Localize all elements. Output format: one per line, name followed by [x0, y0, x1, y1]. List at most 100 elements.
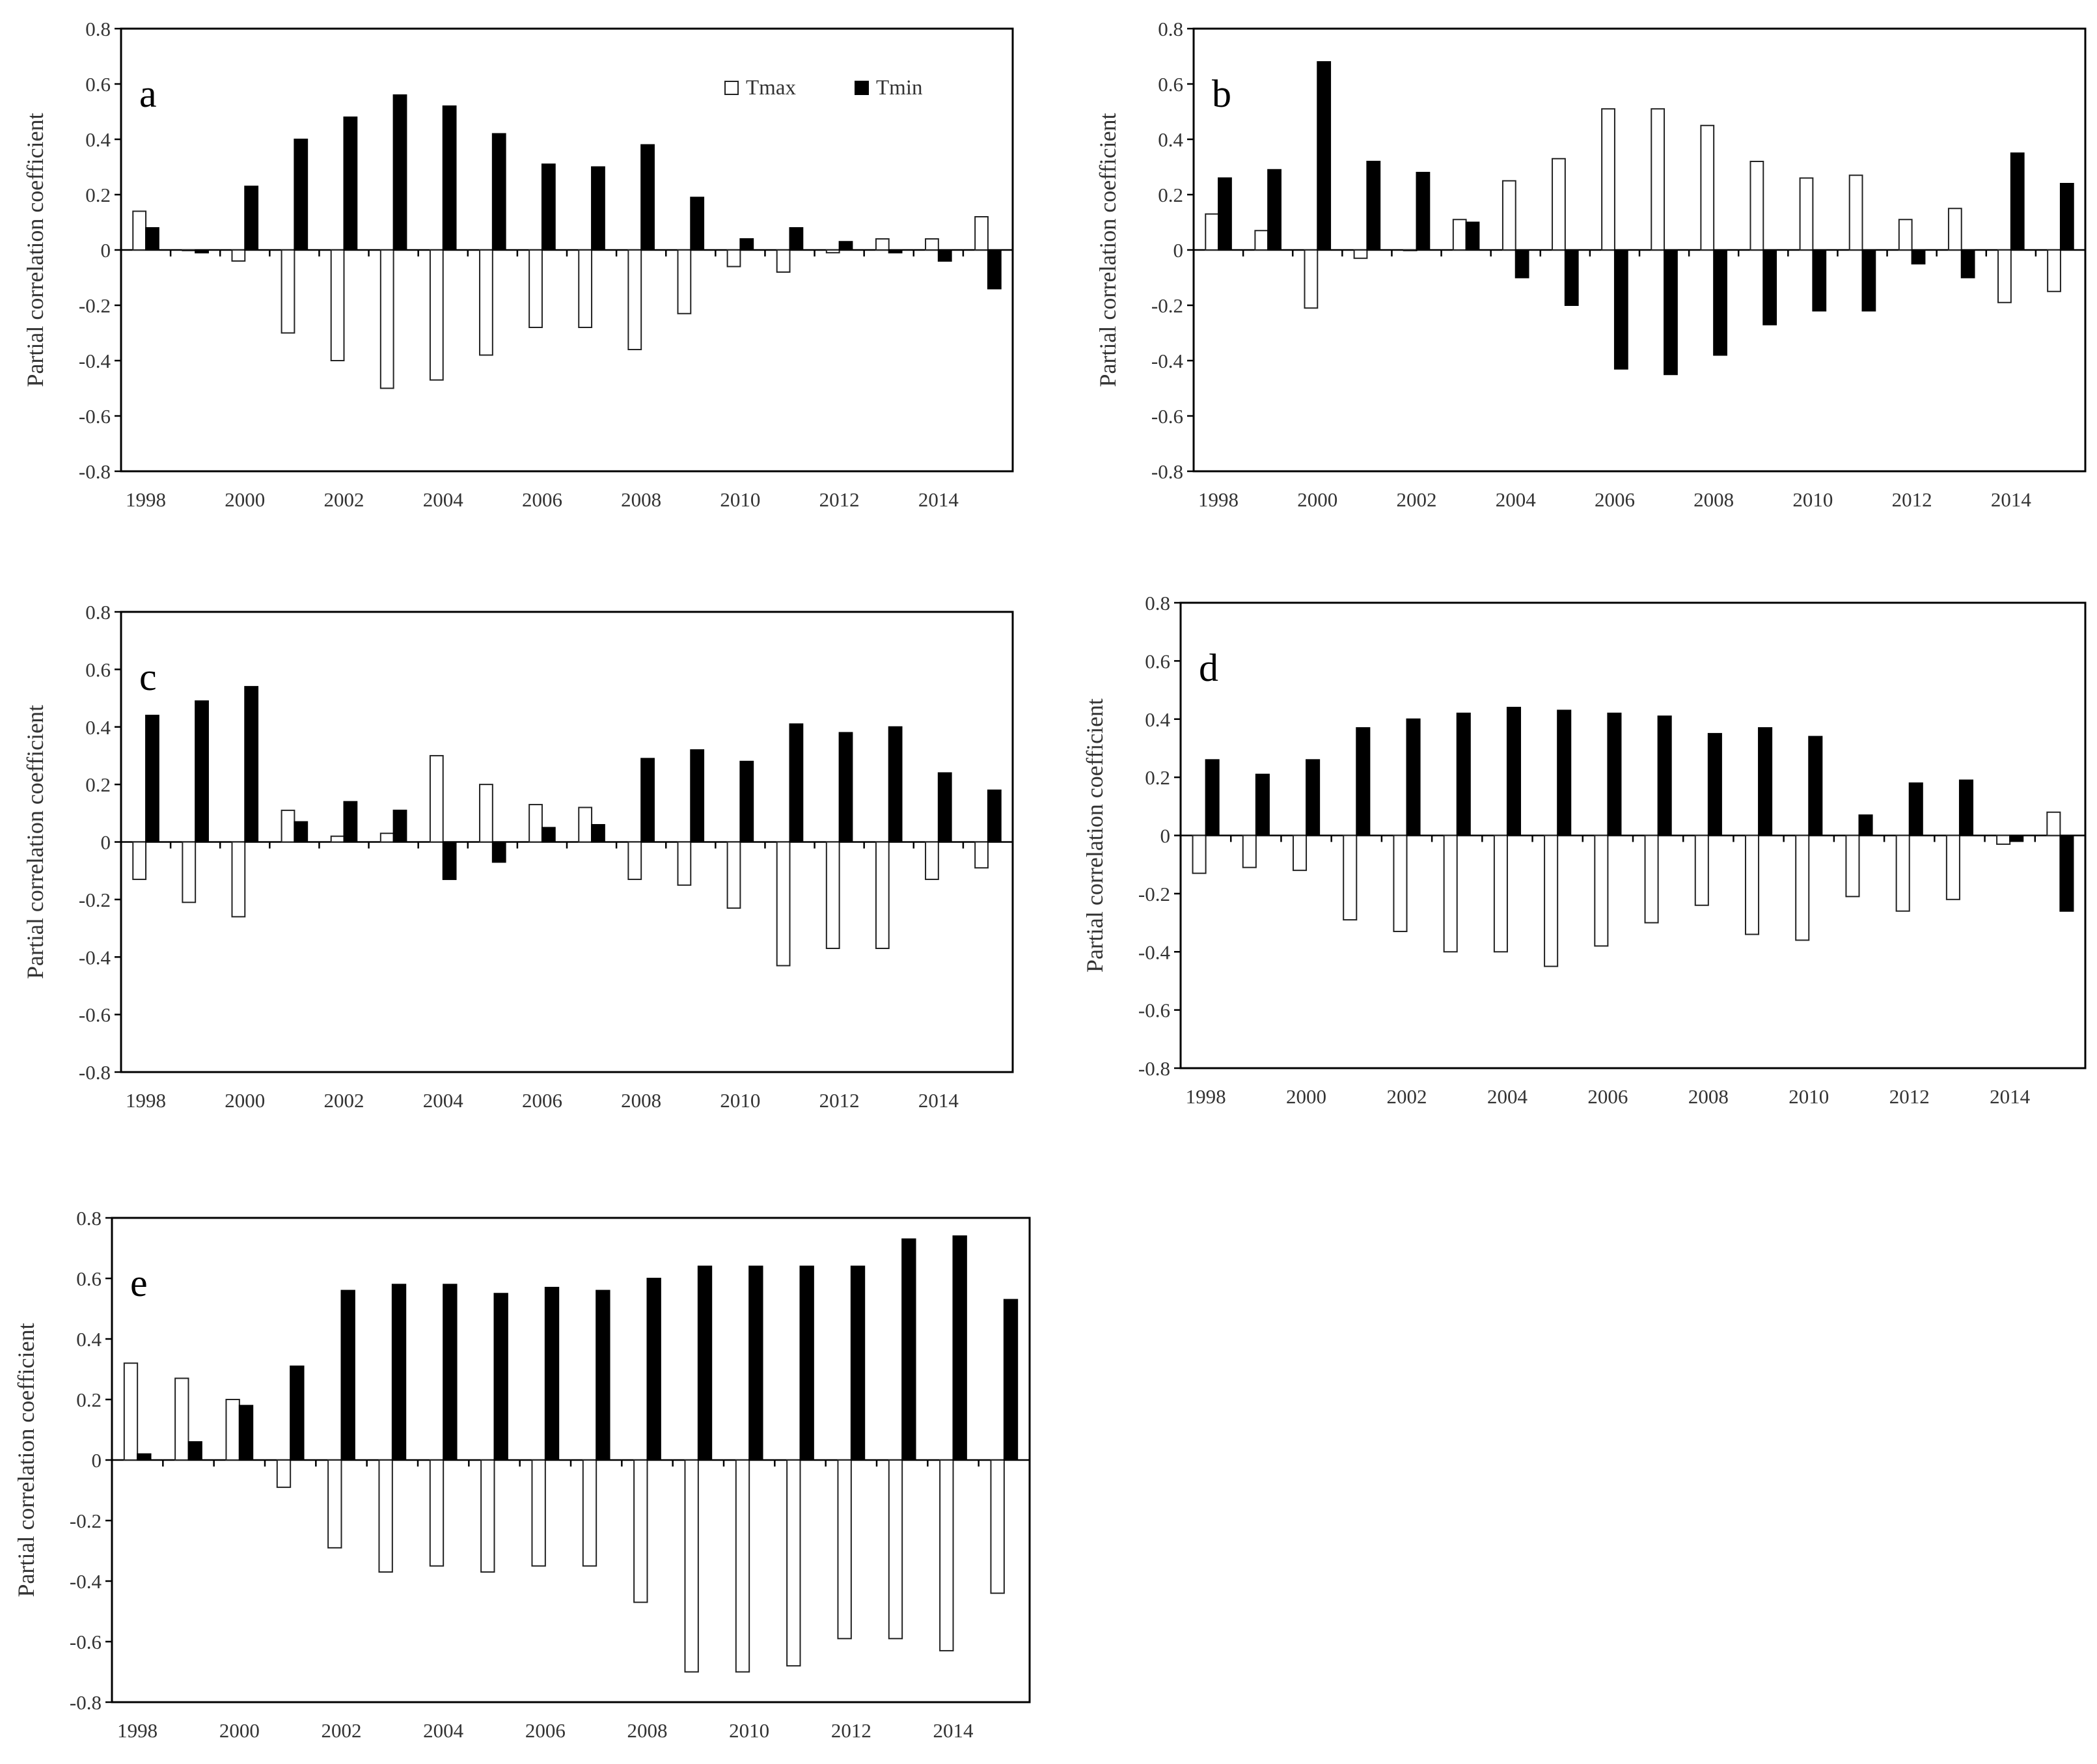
bar-tmax-2009 [1749, 161, 1764, 251]
bar-tmax-2012 [1898, 219, 1913, 251]
x-tick-label: 2010 [720, 1089, 760, 1112]
bar-tmin-2013 [1960, 249, 1975, 279]
y-axis-label: Partial correlation coefficient [22, 113, 48, 387]
bar-tmin-2014 [937, 772, 952, 843]
bar-tmin-2003 [391, 1284, 407, 1461]
bar-tmin-2002 [340, 1289, 355, 1461]
x-tick-label: 2006 [522, 488, 562, 511]
y-tick-label: 0.6 [85, 658, 111, 681]
x-tick-label: 2010 [1789, 1085, 1829, 1108]
bar-tmax-2006 [1594, 834, 1609, 947]
bar-tmin-2008 [646, 1278, 661, 1461]
bar-tmin-1998 [145, 227, 159, 251]
x-tick-label: 2008 [621, 488, 661, 511]
bar-tmin-2001 [1356, 727, 1371, 836]
bar-tmin-2001 [294, 139, 308, 251]
bar-tmax-2002 [1403, 249, 1418, 251]
x-tick-label: 2014 [933, 1719, 974, 1742]
bar-tmax-2006 [528, 804, 543, 843]
x-tick-label: 2002 [324, 1089, 364, 1112]
x-tick-label: 2010 [729, 1719, 769, 1742]
x-tick-label: 2000 [1297, 488, 1337, 511]
bar-tmax-2010 [1799, 177, 1814, 251]
y-tick-label: 0 [1173, 239, 1184, 262]
bar-tmin-2000 [244, 186, 259, 251]
x-tick-label: 2002 [324, 488, 364, 511]
x-tick-label: 1998 [1198, 488, 1239, 511]
bar-tmin-2009 [690, 197, 705, 251]
bar-tmax-2000 [231, 249, 246, 262]
bar-tmax-2000 [225, 1399, 240, 1461]
bar-tmax-2002 [330, 249, 345, 361]
bar-tmin-2007 [591, 823, 605, 843]
y-tick-label: -0.4 [1151, 350, 1184, 372]
bar-tmax-2001 [281, 249, 295, 334]
y-tick-label: 0 [92, 1449, 102, 1472]
bar-tmin-1999 [187, 1441, 202, 1461]
bar-tmax-2007 [1644, 834, 1659, 924]
bar-tmin-2015 [987, 249, 1002, 290]
bar-tmax-2007 [582, 1459, 597, 1567]
bar-tmax-2002 [1393, 834, 1408, 932]
bar-tmax-2011 [776, 841, 791, 967]
x-tick-label: 2004 [1487, 1085, 1528, 1108]
panel-letter: b [1212, 72, 1231, 115]
bar-tmax-2008 [627, 841, 642, 880]
bar-tmax-1999 [174, 1377, 189, 1461]
bar-tmax-2000 [231, 841, 246, 918]
bar-tmax-2004 [1493, 834, 1508, 953]
bar-tmin-2001 [1366, 161, 1381, 251]
bar-tmax-2003 [1443, 834, 1458, 953]
bar-tmax-2002 [330, 835, 345, 843]
bar-tmin-2006 [1607, 712, 1622, 836]
x-tick-label: 1998 [126, 488, 166, 511]
bar-tmax-2003 [1452, 219, 1467, 251]
bar-tmax-2009 [684, 1459, 699, 1673]
bar-tmin-1998 [1205, 759, 1220, 836]
bar-tmin-2014 [952, 1235, 967, 1461]
bar-tmin-2015 [2059, 183, 2074, 251]
bar-tmin-2012 [838, 241, 853, 251]
bar-tmax-2001 [281, 809, 295, 843]
bar-tmax-2009 [1744, 834, 1760, 935]
bar-tmin-2005 [491, 841, 506, 863]
bar-tmin-2009 [1758, 727, 1773, 836]
bar-tmin-1999 [195, 249, 209, 254]
y-tick-label: -0.6 [1151, 405, 1183, 428]
bar-tmax-2007 [1651, 108, 1665, 251]
bar-tmax-2003 [378, 1459, 393, 1573]
bar-tmin-2010 [739, 760, 754, 843]
x-tick-label: 2010 [720, 488, 760, 511]
bar-tmin-2005 [493, 1293, 508, 1461]
bar-tmax-2013 [875, 238, 890, 251]
y-tick-label: 0.8 [85, 18, 111, 40]
bar-tmin-2006 [541, 163, 556, 251]
bar-tmin-2015 [2059, 834, 2074, 912]
bar-tmin-2012 [850, 1265, 866, 1461]
legend: Tmax Tmin [724, 76, 923, 100]
y-tick-label: 0.4 [85, 716, 111, 739]
bar-tmax-2014 [939, 1459, 954, 1651]
bar-tmin-1998 [137, 1453, 152, 1461]
bar-tmin-2004 [442, 105, 457, 251]
bar-tmax-2013 [1947, 208, 1962, 251]
y-tick-label: -0.4 [70, 1570, 102, 1593]
bar-tmax-1999 [182, 249, 197, 251]
y-tick-label: 0.4 [85, 128, 111, 151]
x-tick-label: 2002 [1397, 488, 1437, 511]
x-tick-label: 1998 [1186, 1085, 1226, 1108]
y-tick-label: -0.6 [79, 1004, 111, 1027]
bar-tmax-1998 [132, 841, 147, 880]
x-tick-label: 2006 [1595, 488, 1635, 511]
x-tick-label: 2012 [819, 1089, 860, 1112]
x-tick-label: 2014 [1991, 488, 2032, 511]
bar-tmin-2011 [789, 723, 804, 843]
bar-tmax-2005 [1552, 158, 1566, 251]
x-tick-label: 2010 [1792, 488, 1833, 511]
x-tick-label: 2004 [1496, 488, 1537, 511]
bar-tmin-2013 [1958, 779, 1974, 836]
bar-tmin-2008 [1713, 249, 1727, 356]
bar-tmax-2005 [479, 784, 493, 843]
y-tick-label: 0.8 [1158, 18, 1183, 40]
